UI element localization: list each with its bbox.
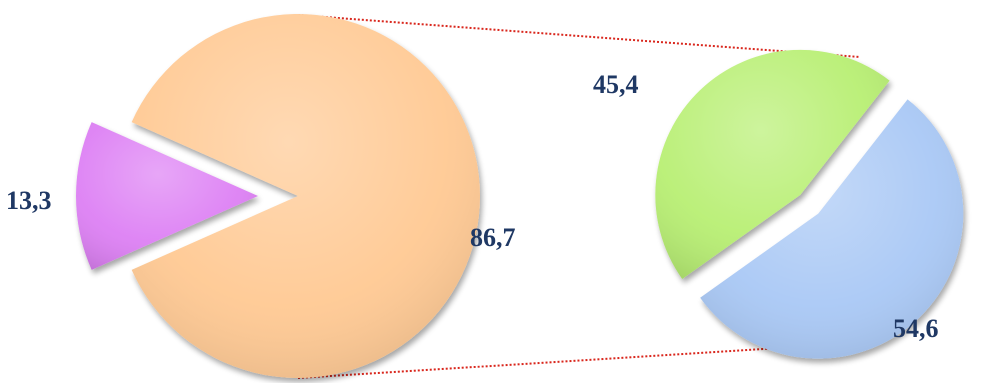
data-label-small: 13,3 <box>6 186 52 215</box>
pie-slice-small-gloss <box>76 122 259 270</box>
data-label-blue: 54,6 <box>893 314 939 343</box>
secondary-slice-blue-gloss <box>700 99 964 359</box>
data-label-main: 86,7 <box>470 223 516 252</box>
data-label-green: 45,4 <box>593 70 639 99</box>
secondary-slice-green-gloss <box>655 49 890 279</box>
primary-pie <box>76 14 481 379</box>
connector-line-top <box>297 14 861 58</box>
pie-slice-main-gloss <box>131 14 481 379</box>
secondary-pie <box>655 49 964 359</box>
